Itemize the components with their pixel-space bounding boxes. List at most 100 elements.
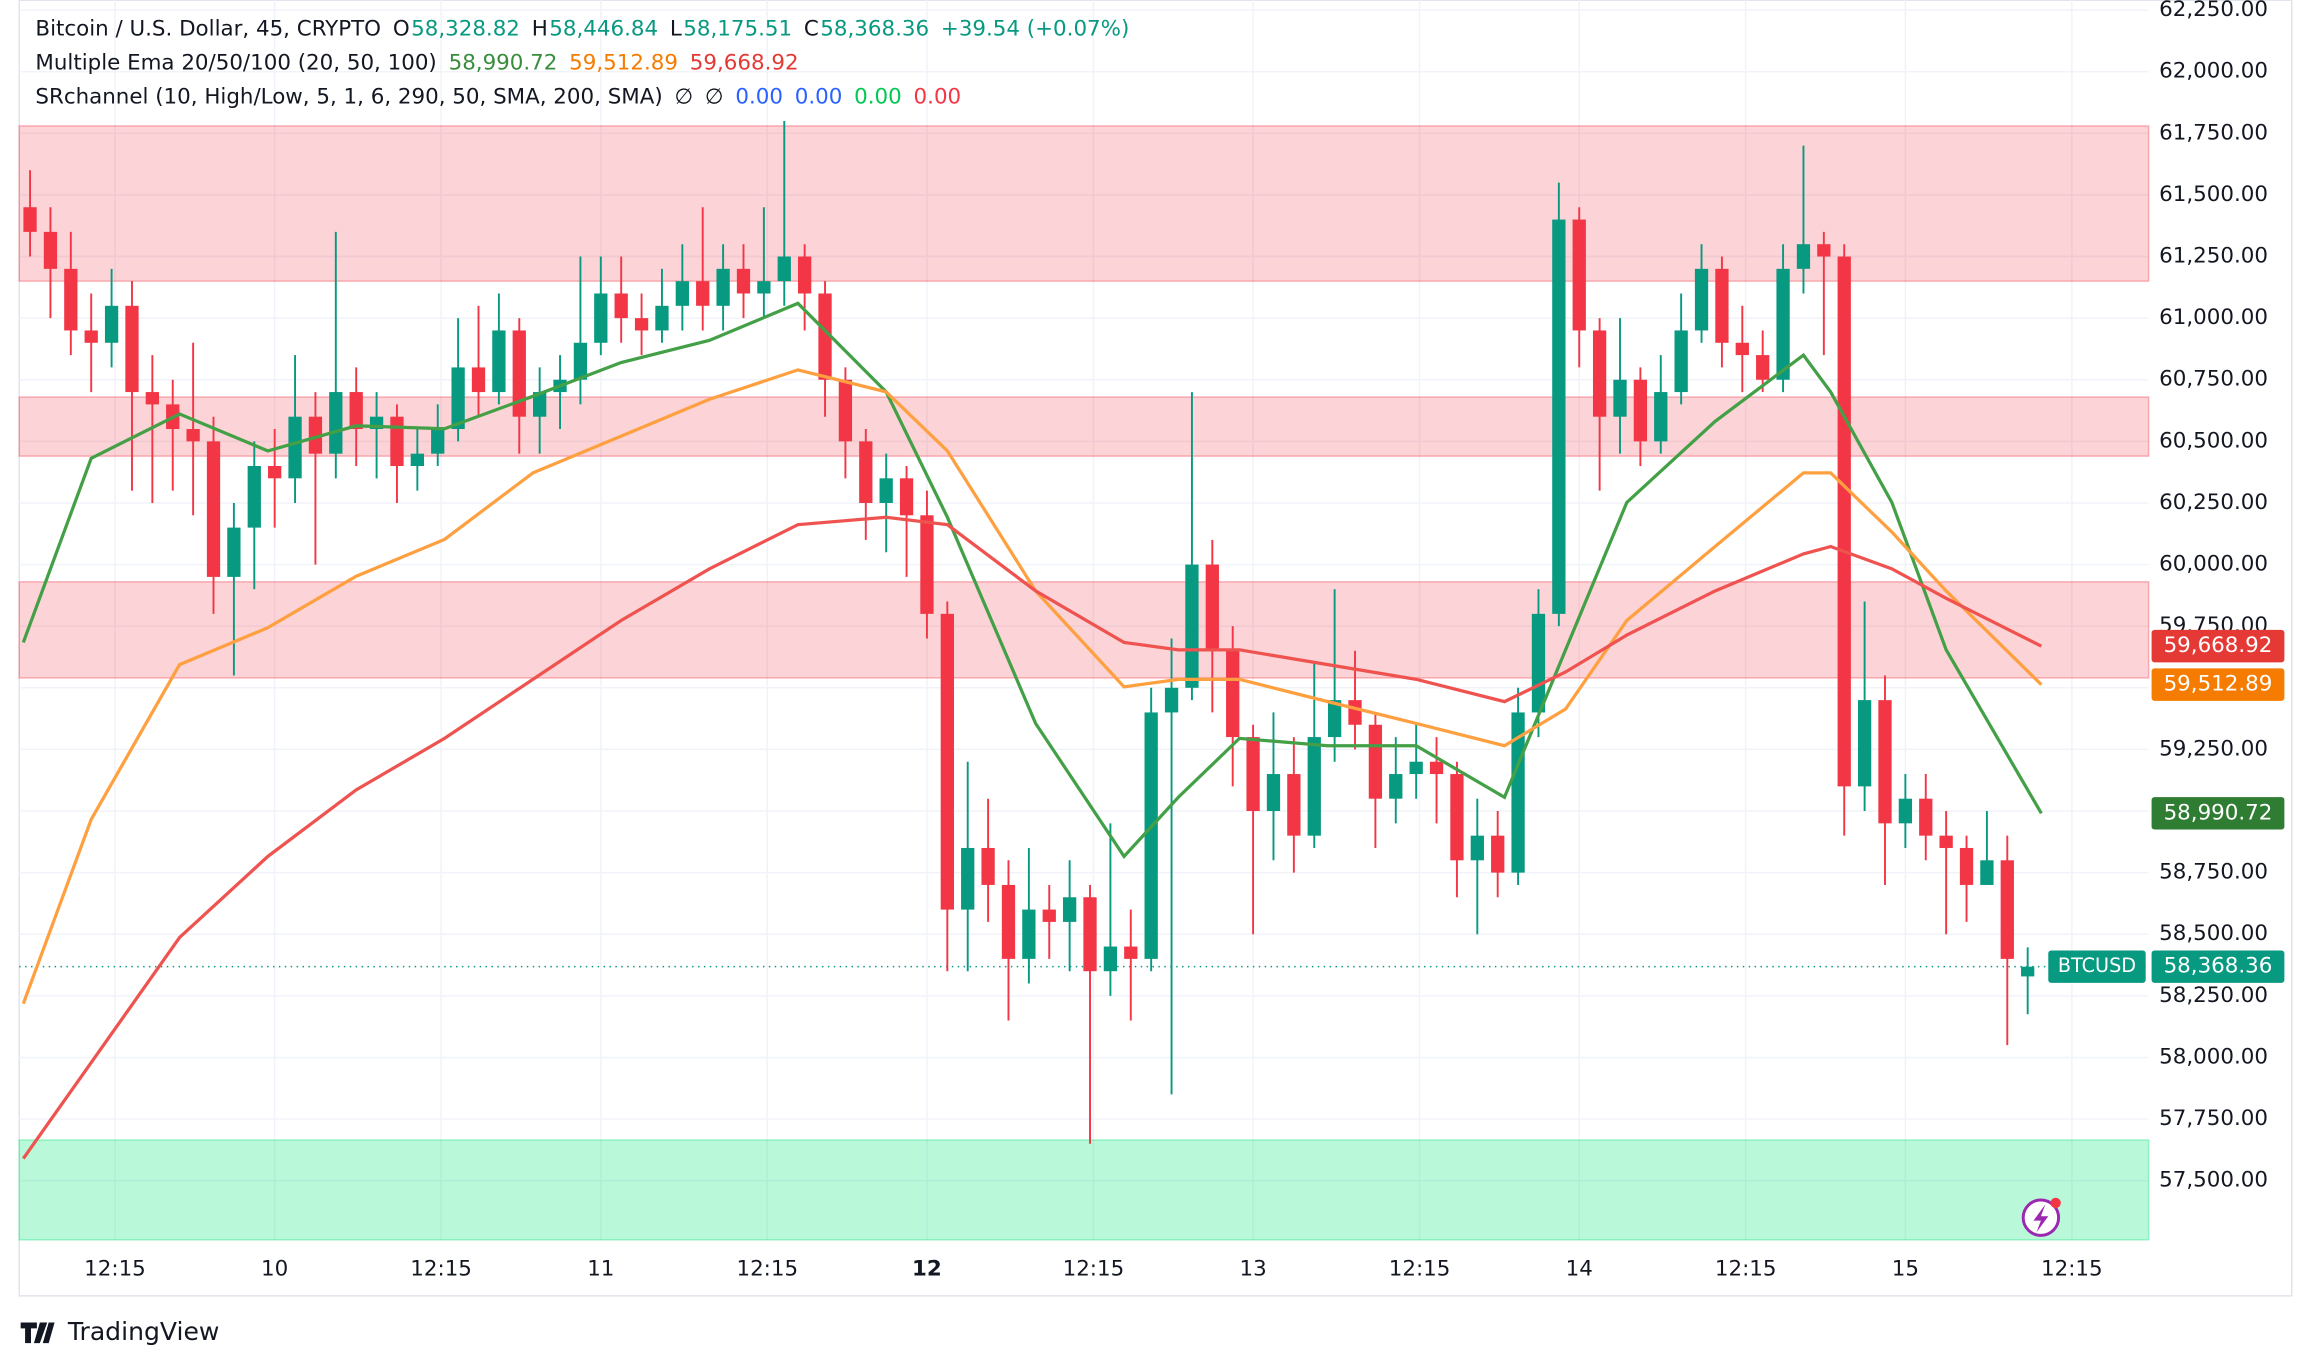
x-tick-label: 15 — [1892, 1256, 1919, 1281]
price-tag-label: 59,668.92 — [2164, 633, 2273, 658]
candle-body — [594, 293, 608, 343]
y-tick-label: 62,000.00 — [2159, 59, 2268, 84]
candle-body — [573, 342, 588, 380]
candle-body — [1246, 737, 1260, 812]
candle-body — [349, 392, 363, 430]
candle-body — [1287, 774, 1301, 836]
candle-body — [1429, 761, 1444, 775]
candle-body — [308, 416, 323, 454]
logo — [20, 1322, 55, 1344]
candle-body — [1552, 219, 1566, 614]
sr-zone — [18, 581, 2150, 679]
legend-text: ∅ — [705, 85, 724, 110]
y-tick-label: 59,250.00 — [2159, 736, 2268, 761]
sr-zone — [18, 1139, 2150, 1241]
candle-body — [675, 281, 689, 306]
price-tag-label: 59,512.89 — [2164, 672, 2273, 697]
symbol-tag-bg — [2048, 950, 2146, 983]
candle-body — [268, 465, 282, 479]
candle-body — [533, 392, 547, 417]
candle-body — [818, 293, 832, 380]
candle-body — [879, 478, 893, 503]
symbol-tag-label: BTCUSD — [2058, 954, 2136, 977]
candle-body — [634, 318, 649, 331]
candle-body — [1939, 835, 1953, 848]
candle-body — [1001, 884, 1016, 959]
x-tick-label: 12:15 — [2041, 1256, 2103, 1281]
candle-body — [614, 293, 628, 319]
candle-body — [145, 392, 159, 405]
candle-body — [390, 416, 404, 466]
legend-text: Bitcoin / U.S. Dollar, 45, CRYPTO — [35, 17, 381, 42]
candle-body — [1327, 700, 1342, 738]
y-tick-label: 61,750.00 — [2159, 120, 2268, 145]
candle-body — [1409, 761, 1423, 775]
legend-text: Multiple Ema 20/50/100 (20, 50, 100) — [35, 51, 436, 76]
candle-body — [981, 847, 995, 885]
candle-body — [1266, 774, 1281, 812]
candle-body — [1613, 379, 1627, 417]
candle-body — [1878, 700, 1892, 824]
candle-body — [1715, 268, 1729, 343]
candle-body — [1042, 909, 1056, 922]
x-tick-label: 13 — [1239, 1256, 1266, 1281]
candle-body — [1898, 798, 1913, 824]
legend-text: 59,512.89 — [569, 51, 678, 76]
candle-body — [1531, 613, 1546, 713]
y-tick-label: 61,250.00 — [2159, 244, 2268, 269]
legend-text: 0.00 — [795, 85, 843, 110]
ema-line — [21, 515, 2043, 1160]
candle-body — [716, 268, 730, 306]
x-tick-label: 14 — [1566, 1256, 1593, 1281]
candle-body — [492, 330, 506, 393]
candle-body — [1735, 342, 1749, 356]
candle-body — [1226, 650, 1240, 738]
candle-body — [125, 305, 139, 393]
candle-body — [838, 379, 853, 442]
y-tick-label: 57,750.00 — [2159, 1106, 2268, 1131]
candle-body — [1776, 268, 1790, 380]
candle-body — [410, 453, 424, 466]
candle-body — [798, 256, 812, 294]
candle-body — [1307, 737, 1321, 836]
candle-body — [104, 305, 119, 343]
candle-body — [431, 429, 445, 454]
y-tick-label: 61,500.00 — [2159, 182, 2268, 207]
candle-body — [1124, 946, 1138, 959]
candle-body — [1654, 392, 1668, 442]
candle-body — [1980, 860, 1994, 885]
legend-text: ∅ — [674, 85, 693, 110]
price-tag-bg — [2151, 950, 2285, 983]
x-tick-label: 11 — [587, 1256, 614, 1281]
price-tag-bg — [2151, 668, 2285, 701]
candle-body — [1572, 219, 1586, 331]
y-tick-label: 57,500.00 — [2159, 1168, 2268, 1193]
x-tick-label: 12 — [912, 1256, 942, 1281]
candle-body — [451, 367, 465, 430]
sr-zone — [18, 125, 2150, 282]
candle-body — [1592, 330, 1607, 417]
candle-body — [1450, 774, 1464, 861]
candle-body — [288, 416, 302, 479]
candle-body — [206, 441, 221, 577]
legend-text: C — [804, 17, 819, 42]
candle-body — [1694, 268, 1709, 331]
candle-body — [757, 281, 771, 294]
candle-body — [899, 478, 914, 516]
candle-body — [1389, 774, 1403, 799]
candle-body — [329, 392, 343, 454]
candle-body — [227, 527, 241, 577]
x-tick-label: 12:15 — [736, 1256, 798, 1281]
footer-brand: TradingView — [67, 1317, 220, 1346]
candle-body — [1062, 897, 1077, 922]
candle-body — [696, 281, 710, 306]
candle-body — [23, 207, 37, 232]
legend-text: L — [670, 17, 682, 42]
y-tick-label: 58,250.00 — [2159, 983, 2268, 1008]
candle-body — [1817, 244, 1831, 257]
candle-body — [1959, 847, 1974, 885]
legend-text: H — [532, 17, 548, 42]
candle-body — [1103, 946, 1118, 972]
candle-body — [512, 330, 526, 417]
